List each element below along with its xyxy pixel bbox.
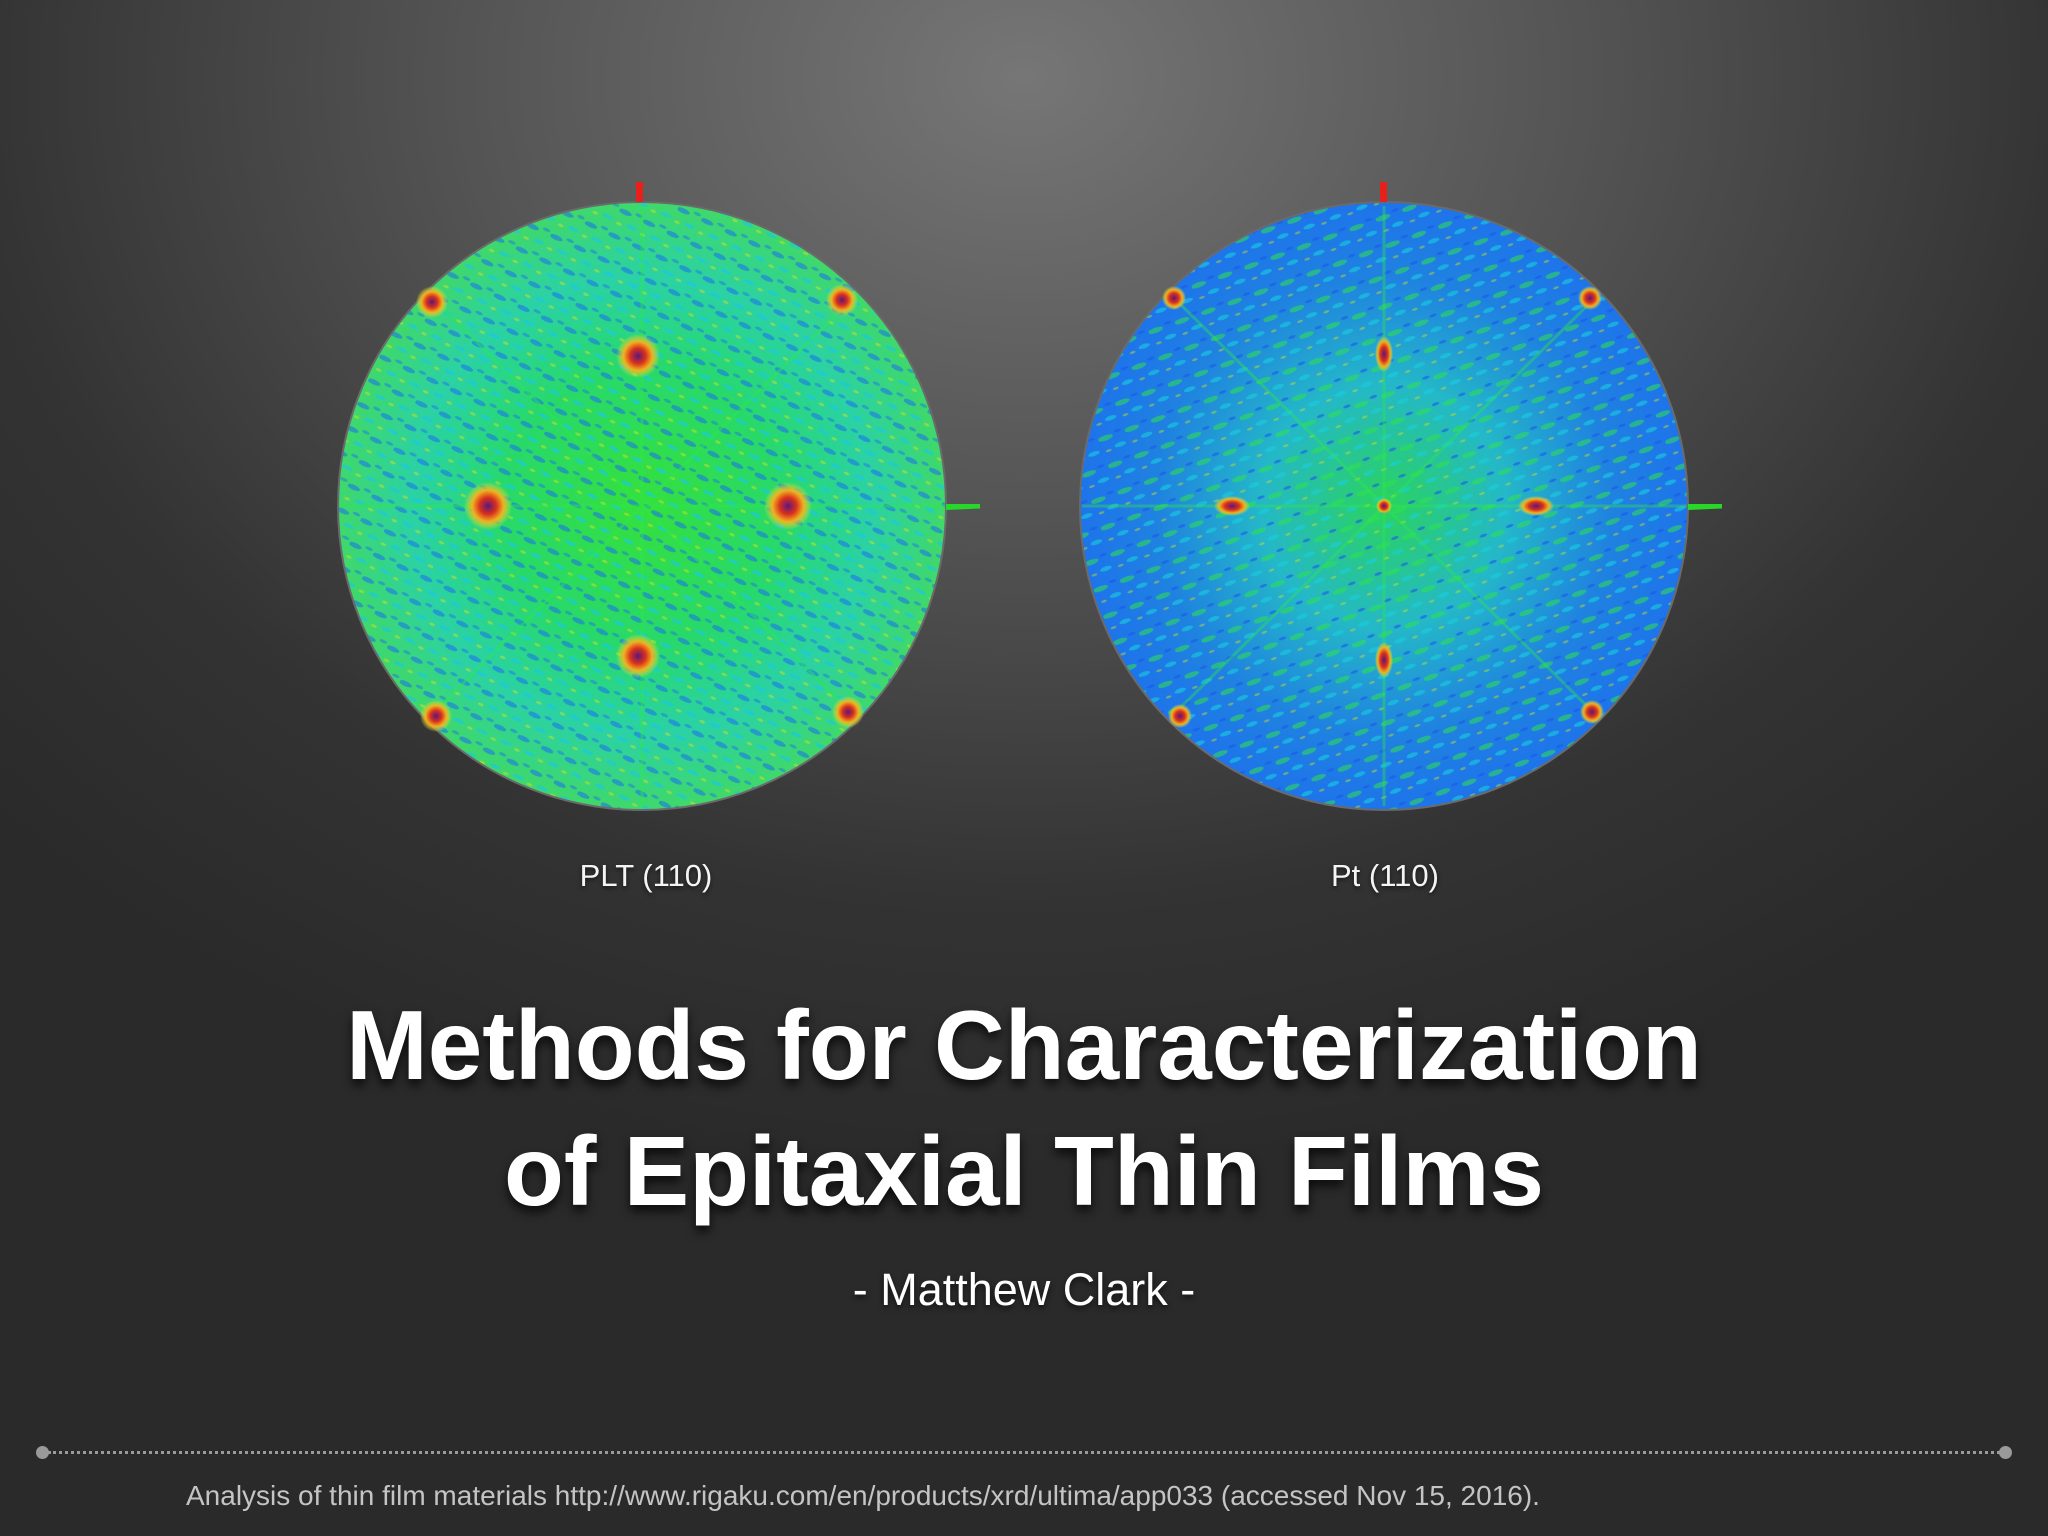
slide-title-line1: Methods for Characterization [346, 990, 1702, 1100]
citation-text: Analysis of thin film materials http://w… [186, 1480, 1540, 1511]
figure-caption-pt: Pt (110) [1331, 858, 1439, 893]
east-marker [1688, 504, 1722, 510]
east-marker [946, 504, 980, 510]
north-marker [1380, 182, 1387, 202]
author-name: - Matthew Clark - [852, 1264, 1196, 1315]
pole-figure-plt [320, 176, 980, 836]
figure-caption-plt: PLT (110) [579, 858, 713, 893]
slide-title-line2: of Epitaxial Thin Films [503, 1116, 1544, 1226]
pole-figure-pt [1062, 176, 1722, 836]
divider-line [48, 1451, 2000, 1454]
dotted-divider [36, 1446, 2012, 1459]
pole-figure-pt-image [1079, 182, 1722, 811]
north-marker [636, 182, 643, 202]
slide-title: Methods for Characterization of Epitaxia… [124, 982, 1924, 1234]
divider-endpoint-right [1999, 1446, 2012, 1459]
divider-endpoint-left [36, 1446, 49, 1459]
pole-figure-plt-image [337, 182, 980, 811]
